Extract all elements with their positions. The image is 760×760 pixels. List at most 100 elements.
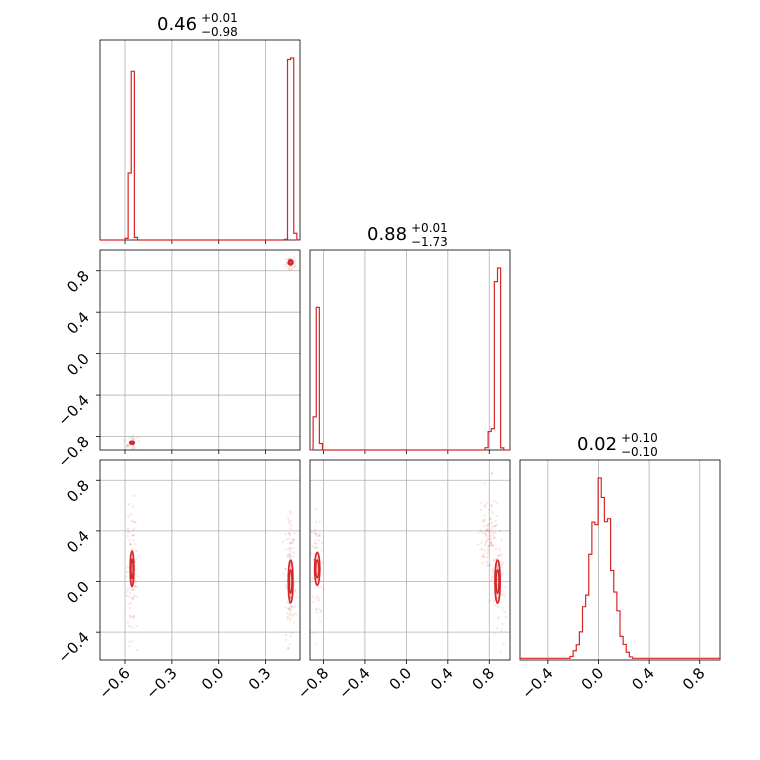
scatter-point — [288, 606, 292, 609]
scatter-point — [129, 591, 132, 594]
x-tick-label: −0.4 — [518, 664, 556, 702]
scatter-point — [128, 595, 131, 599]
contour-level — [495, 568, 500, 595]
scatter-point — [477, 531, 480, 534]
x-tick-label: 0.0 — [578, 664, 608, 694]
title-param-2-plus: +0.01 — [411, 221, 448, 235]
scatter-point — [483, 505, 486, 509]
title-param-3-median: 0.02 — [577, 434, 617, 455]
scatter-point — [132, 616, 136, 619]
scatter-point — [288, 643, 291, 646]
scatter-point — [126, 565, 130, 569]
panel-hist-2 — [309, 249, 511, 454]
scatter-point — [289, 527, 292, 530]
scatter-point — [317, 597, 321, 600]
scatter-point — [492, 531, 495, 534]
scatter-point — [320, 585, 324, 589]
scatter-point — [287, 602, 291, 605]
x-tick-label: −0.4 — [335, 664, 373, 702]
scatter-point — [126, 527, 130, 530]
y-tick-label: 0.4 — [63, 527, 93, 557]
scatter-point — [127, 586, 130, 590]
scatter-point — [490, 503, 493, 507]
scatter-point — [316, 585, 320, 589]
contour-level — [130, 441, 135, 445]
scatter-point — [493, 525, 497, 528]
scatter-point — [286, 554, 289, 557]
scatter-point — [491, 521, 494, 525]
scatter-point — [317, 539, 321, 542]
scatter-point — [492, 558, 495, 562]
panels-layer — [96, 39, 721, 664]
scatter-point — [486, 527, 490, 531]
scatter-point — [128, 436, 131, 439]
scatter-point — [502, 561, 505, 564]
scatter-point — [135, 585, 139, 588]
scatter-point — [292, 613, 295, 616]
scatter-point — [501, 622, 504, 626]
scatter-point — [495, 627, 499, 630]
scatter-point — [315, 532, 318, 536]
scatter-point — [312, 595, 315, 599]
y-tick-label: 0.8 — [63, 267, 93, 297]
scatter-point — [288, 521, 291, 525]
x-tick-label: 0.0 — [386, 664, 416, 694]
scatter-point — [136, 648, 139, 652]
scatter-point — [287, 607, 290, 611]
scatter-point — [128, 625, 132, 628]
scatter-point — [288, 542, 291, 545]
scatter-point — [488, 529, 491, 532]
scatter-point — [318, 620, 322, 623]
scatter-point — [489, 543, 492, 546]
y-tick-label: −0.4 — [54, 391, 92, 429]
scatter-point — [480, 541, 483, 544]
scatter-point — [285, 262, 288, 265]
scatter-point — [133, 527, 136, 530]
contour-level — [315, 559, 320, 579]
scatter-point — [293, 259, 297, 263]
scatter-point — [135, 624, 139, 628]
scatter-point — [134, 542, 137, 546]
scatter-point — [294, 596, 298, 599]
scatter-point — [500, 629, 503, 632]
scatter-point — [293, 262, 296, 265]
tick-labels-layer: −0.6 −0.3 0.0 0.3 −0.8 −0.4 0.0 0.4 0.8 −0.4 0.0 0.… — [54, 267, 708, 703]
y-tick-label: 0.8 — [63, 476, 93, 506]
scatter-point — [290, 631, 294, 634]
scatter-point — [130, 447, 134, 451]
title-param-1-plus: +0.01 — [201, 11, 238, 25]
scatter-point — [132, 505, 135, 508]
scatter-point — [289, 565, 292, 568]
scatter-point — [314, 539, 317, 542]
scatter-point — [484, 541, 488, 544]
scatter-point — [293, 264, 297, 267]
scatter-point — [481, 548, 484, 551]
scatter-point — [284, 638, 288, 642]
scatter-point — [318, 532, 321, 535]
scatter-point — [489, 534, 492, 537]
scatter-point — [126, 621, 129, 624]
scatter-point — [289, 616, 292, 620]
scatter-point — [294, 589, 297, 593]
scatter-point — [314, 528, 317, 532]
scatter-point — [485, 501, 489, 505]
scatter-point — [488, 599, 491, 603]
scatter-point — [125, 594, 129, 597]
scatter-point — [492, 600, 496, 603]
scatter-point — [132, 494, 136, 497]
scatter-point — [483, 530, 487, 534]
scatter-point — [289, 609, 293, 612]
scatter-point — [288, 532, 291, 535]
scatter-point — [293, 255, 296, 258]
scatter-point — [318, 520, 322, 524]
scatter-point — [288, 554, 292, 557]
scatter-point — [486, 525, 490, 528]
scatter-point — [136, 575, 139, 578]
scatter-point — [493, 524, 497, 528]
panel-frame — [309, 249, 511, 451]
scatter-point — [292, 621, 295, 624]
scatter-point — [290, 605, 293, 608]
scatter-point — [310, 531, 314, 534]
scatter-point — [129, 543, 133, 546]
scatter-point — [289, 519, 292, 523]
